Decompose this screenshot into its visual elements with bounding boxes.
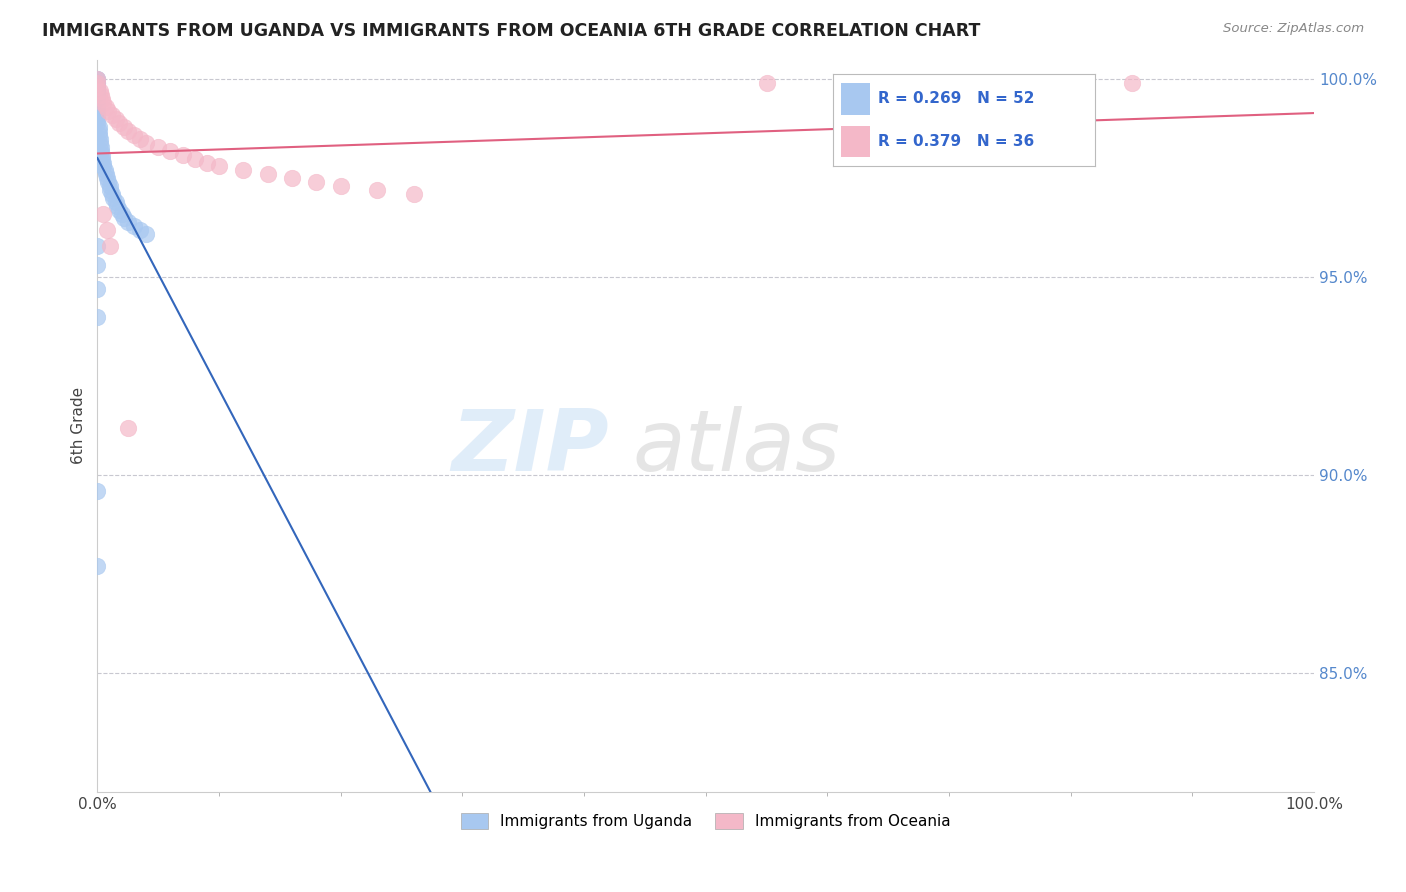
Point xyxy=(86,310,108,324)
Point xyxy=(93,96,115,111)
Point xyxy=(94,100,117,114)
Point xyxy=(172,147,194,161)
Point xyxy=(86,484,108,499)
Point xyxy=(86,72,108,87)
Text: atlas: atlas xyxy=(633,406,841,489)
Point xyxy=(93,163,115,178)
Point xyxy=(89,136,111,150)
Point xyxy=(86,76,108,90)
Point xyxy=(94,168,117,182)
Point xyxy=(86,112,108,126)
Point xyxy=(86,108,108,122)
Point xyxy=(98,238,121,252)
Text: ZIP: ZIP xyxy=(451,406,609,489)
Point xyxy=(256,168,278,182)
Point xyxy=(101,187,124,202)
Point xyxy=(87,128,110,142)
Point xyxy=(281,171,304,186)
Point xyxy=(86,282,108,296)
Point xyxy=(90,139,112,153)
Point xyxy=(86,96,108,111)
Point xyxy=(86,80,108,95)
Text: IMMIGRANTS FROM UGANDA VS IMMIGRANTS FROM OCEANIA 6TH GRADE CORRELATION CHART: IMMIGRANTS FROM UGANDA VS IMMIGRANTS FRO… xyxy=(42,22,980,40)
Point xyxy=(86,76,108,90)
Point xyxy=(97,175,120,189)
Point xyxy=(93,155,115,169)
Point xyxy=(86,92,108,106)
Point xyxy=(91,92,114,106)
Point xyxy=(129,223,152,237)
Point xyxy=(755,76,778,90)
Point xyxy=(86,84,108,98)
Text: Source: ZipAtlas.com: Source: ZipAtlas.com xyxy=(1223,22,1364,36)
Point xyxy=(97,104,120,119)
Point xyxy=(87,124,110,138)
Point xyxy=(104,195,127,210)
Point xyxy=(135,136,157,150)
Point xyxy=(105,199,128,213)
Point xyxy=(86,88,108,103)
Point xyxy=(86,80,108,95)
Point xyxy=(98,179,121,194)
Point xyxy=(104,112,127,126)
Y-axis label: 6th Grade: 6th Grade xyxy=(72,387,86,465)
Point xyxy=(93,160,115,174)
Point xyxy=(108,116,131,130)
Point xyxy=(86,104,108,119)
Point xyxy=(129,132,152,146)
Point xyxy=(86,72,108,87)
Point xyxy=(329,179,352,194)
Point xyxy=(112,211,135,225)
Point xyxy=(86,92,108,106)
Point xyxy=(96,223,118,237)
Point xyxy=(117,124,139,138)
Point xyxy=(195,155,218,169)
Point xyxy=(117,421,139,435)
Point xyxy=(305,175,328,189)
Point xyxy=(93,207,115,221)
Point xyxy=(86,88,108,103)
Point xyxy=(122,128,145,142)
Point xyxy=(232,163,254,178)
Point xyxy=(91,147,114,161)
Legend: Immigrants from Uganda, Immigrants from Oceania: Immigrants from Uganda, Immigrants from … xyxy=(454,807,957,836)
Point xyxy=(90,144,112,158)
Point xyxy=(111,207,134,221)
Point xyxy=(86,72,108,87)
Point xyxy=(117,215,139,229)
Point xyxy=(148,139,170,153)
Point xyxy=(86,84,108,98)
Point xyxy=(86,238,108,252)
Point xyxy=(208,160,231,174)
Point xyxy=(86,259,108,273)
Point xyxy=(90,88,112,103)
Point xyxy=(183,152,205,166)
Point xyxy=(101,191,124,205)
Point xyxy=(122,219,145,233)
Point xyxy=(87,120,110,134)
Point xyxy=(159,144,181,158)
Point xyxy=(86,76,108,90)
Point xyxy=(89,84,111,98)
Point xyxy=(89,132,111,146)
Point xyxy=(1121,76,1143,90)
Point xyxy=(86,116,108,130)
Point xyxy=(98,183,121,197)
Point xyxy=(91,152,114,166)
Point xyxy=(135,227,157,241)
Point xyxy=(112,120,135,134)
Point xyxy=(108,202,131,217)
Point xyxy=(101,108,124,122)
Point xyxy=(366,183,388,197)
Point xyxy=(86,559,108,574)
Point xyxy=(86,80,108,95)
Point xyxy=(86,100,108,114)
Point xyxy=(402,187,425,202)
Point xyxy=(96,171,118,186)
